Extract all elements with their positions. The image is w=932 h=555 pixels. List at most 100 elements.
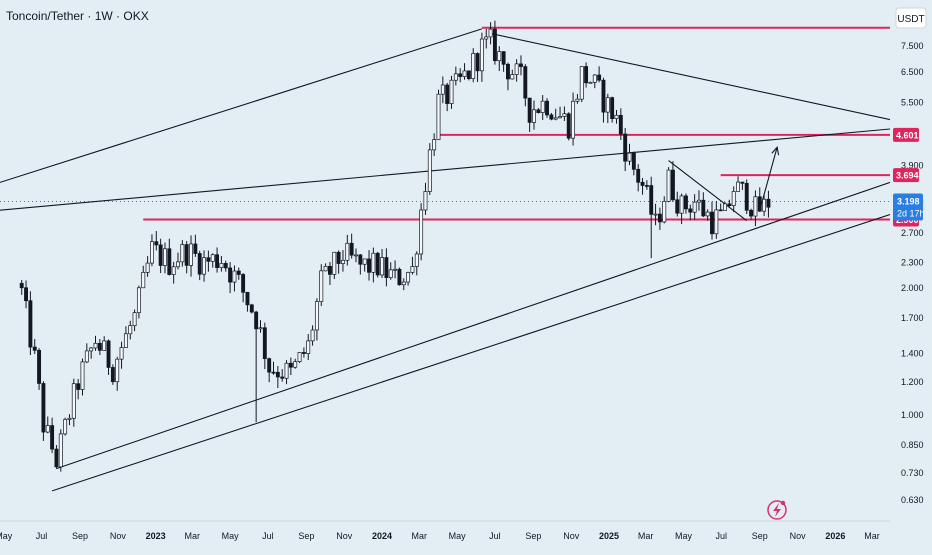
- candle: [367, 250, 371, 281]
- candle: [163, 242, 167, 274]
- candle: [193, 234, 198, 257]
- candle-body: [549, 114, 554, 120]
- candle: [488, 22, 493, 45]
- candle-body: [354, 254, 358, 257]
- candle: [132, 309, 137, 332]
- candle-body: [449, 79, 454, 104]
- candle-body: [206, 257, 211, 262]
- candle-body: [228, 267, 233, 283]
- candle: [410, 256, 415, 275]
- candle-body: [180, 244, 185, 263]
- candle-body: [154, 241, 159, 246]
- candle: [610, 96, 615, 123]
- candle: [128, 320, 133, 340]
- candle-body: [297, 352, 302, 363]
- candle: [380, 248, 384, 278]
- candle: [562, 106, 567, 122]
- candle-body: [501, 51, 506, 65]
- y-tick-label: 7.500: [901, 41, 924, 51]
- candle-body: [128, 325, 133, 335]
- candle-body: [171, 266, 176, 275]
- candle-body: [367, 258, 371, 273]
- candle: [180, 240, 185, 267]
- candle: [288, 357, 293, 376]
- candle: [731, 186, 736, 213]
- candle-body: [150, 241, 154, 264]
- candle-body: [80, 361, 85, 390]
- candle-body: [723, 203, 727, 211]
- level-price-marker: [893, 127, 919, 142]
- candle: [89, 346, 94, 359]
- candle: [427, 143, 432, 196]
- candle-body: [323, 265, 328, 272]
- candle-body: [618, 114, 623, 135]
- candle-body: [63, 419, 68, 435]
- candle: [614, 110, 619, 124]
- candle-body: [662, 201, 667, 223]
- candle: [241, 272, 246, 303]
- x-tick-label: 2023: [146, 531, 166, 541]
- candle-body: [32, 346, 37, 351]
- y-tick-label: 1.400: [901, 348, 924, 358]
- candle: [393, 260, 398, 279]
- candle: [271, 361, 276, 375]
- candle-body: [471, 53, 476, 79]
- candle-body: [293, 361, 298, 368]
- candle-body: [714, 209, 719, 235]
- candle: [675, 191, 680, 217]
- candle-body: [579, 66, 584, 100]
- candle-body: [362, 258, 367, 265]
- candle: [63, 417, 68, 436]
- candle-body: [193, 243, 198, 254]
- candle-body: [419, 209, 424, 255]
- level-price-marker: [893, 168, 919, 183]
- lightning-icon[interactable]: [767, 500, 787, 520]
- symbol-title[interactable]: Toncoin/Tether · 1W · OKX: [6, 9, 149, 23]
- candle-body: [558, 116, 562, 119]
- candle-body: [462, 70, 467, 77]
- candle: [670, 161, 675, 202]
- currency-badge[interactable]: [895, 7, 927, 29]
- candle-body: [731, 191, 736, 206]
- candle-body: [58, 433, 63, 468]
- candle: [549, 112, 554, 121]
- candle: [80, 358, 85, 396]
- candle: [532, 100, 536, 130]
- candle-body: [553, 117, 558, 120]
- candle: [571, 92, 576, 146]
- candle: [28, 291, 33, 356]
- candle: [171, 261, 176, 284]
- candle-body: [597, 74, 602, 81]
- candle: [67, 414, 72, 426]
- candle: [657, 207, 662, 230]
- candle-body: [475, 53, 480, 72]
- time-axis[interactable]: May Jul Sep Nov 2023 Mar May Jul Sep Nov 2024 Mar Ma…: [0, 531, 880, 541]
- trend-line: [56, 181, 891, 470]
- candle: [597, 66, 602, 83]
- candle-body: [605, 97, 610, 113]
- x-tick-label: May: [0, 531, 13, 541]
- x-tick-label: 2026: [825, 531, 845, 541]
- candle-body: [345, 242, 350, 261]
- candle: [150, 234, 154, 267]
- trend-lines: [0, 28, 891, 492]
- candle: [97, 338, 102, 356]
- candle: [688, 204, 693, 221]
- candle-body: [388, 269, 393, 278]
- candle: [649, 176, 654, 259]
- candle-body: [145, 262, 150, 273]
- candle: [362, 258, 367, 272]
- candle-body: [766, 198, 771, 208]
- candle: [644, 180, 649, 190]
- candle: [475, 52, 480, 82]
- candle-body: [271, 371, 276, 374]
- y-tick-label: 2.000: [901, 283, 924, 293]
- projection-arrow-head: [771, 146, 780, 156]
- candle: [301, 347, 306, 358]
- candle-body: [432, 139, 437, 151]
- candle-body: [163, 248, 167, 266]
- candle-body: [67, 417, 72, 420]
- candle: [154, 231, 159, 251]
- y-tick-label: 5.500: [901, 98, 924, 108]
